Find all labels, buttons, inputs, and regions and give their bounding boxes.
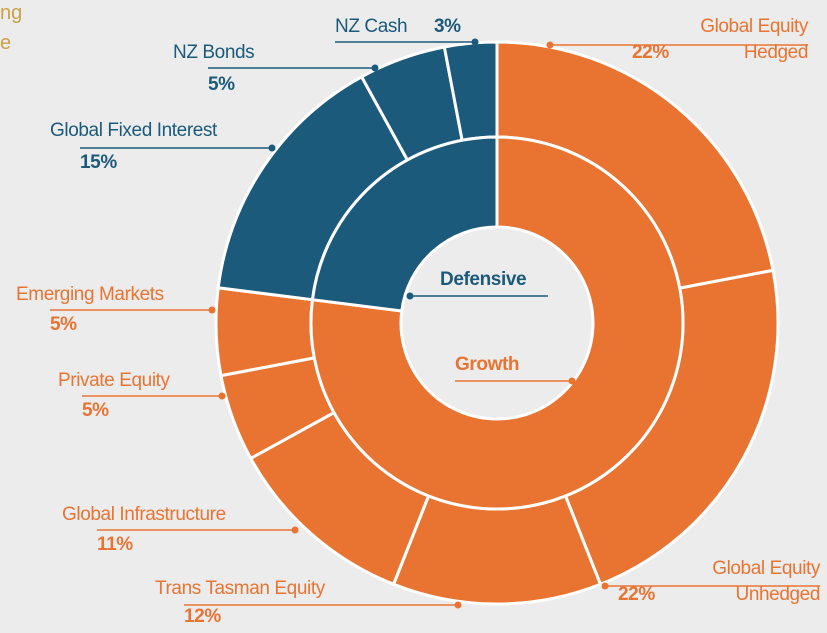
segment-label: Trans Tasman Equity [155, 578, 325, 599]
value-label: 22% [632, 42, 669, 63]
leader-dot [371, 64, 379, 72]
leader-dot [471, 38, 479, 46]
segment-label: Private Equity [58, 370, 170, 391]
leader-dot [406, 292, 414, 300]
group-label: Defensive [440, 269, 527, 290]
value-label: 22% [618, 584, 655, 605]
leader-dot [268, 144, 276, 152]
leader-dot [218, 392, 226, 400]
corner-text: e [0, 32, 12, 54]
segment-label: NZ Cash [335, 16, 408, 37]
value-label: 5% [208, 74, 235, 95]
leader-dot [546, 41, 554, 49]
segment [391, 493, 603, 606]
segment-label: Global Infrastructure [62, 504, 226, 525]
corner-text: ng [0, 2, 23, 24]
segment-label: Global Equity Unhedged [712, 558, 820, 605]
value-label: 5% [50, 314, 77, 335]
value-label: 15% [80, 152, 117, 173]
leader-dot [568, 377, 576, 385]
segment [310, 135, 499, 313]
leader-dot [454, 601, 462, 609]
segment-label: Global Equity Hedged [700, 16, 808, 63]
segment-label: Global Fixed Interest [50, 120, 217, 141]
value-label: 3% [434, 16, 461, 37]
segment [309, 135, 685, 511]
value-label: 11% [97, 534, 133, 555]
value-label: 5% [82, 400, 109, 421]
segment-label: NZ Bonds [173, 42, 255, 63]
value-label: 12% [184, 606, 221, 627]
leader-dot [601, 582, 609, 590]
group-label: Growth [455, 354, 520, 375]
leader-dot [208, 306, 216, 314]
leader-dot [291, 526, 299, 534]
segment-label: Emerging Markets [16, 284, 164, 305]
